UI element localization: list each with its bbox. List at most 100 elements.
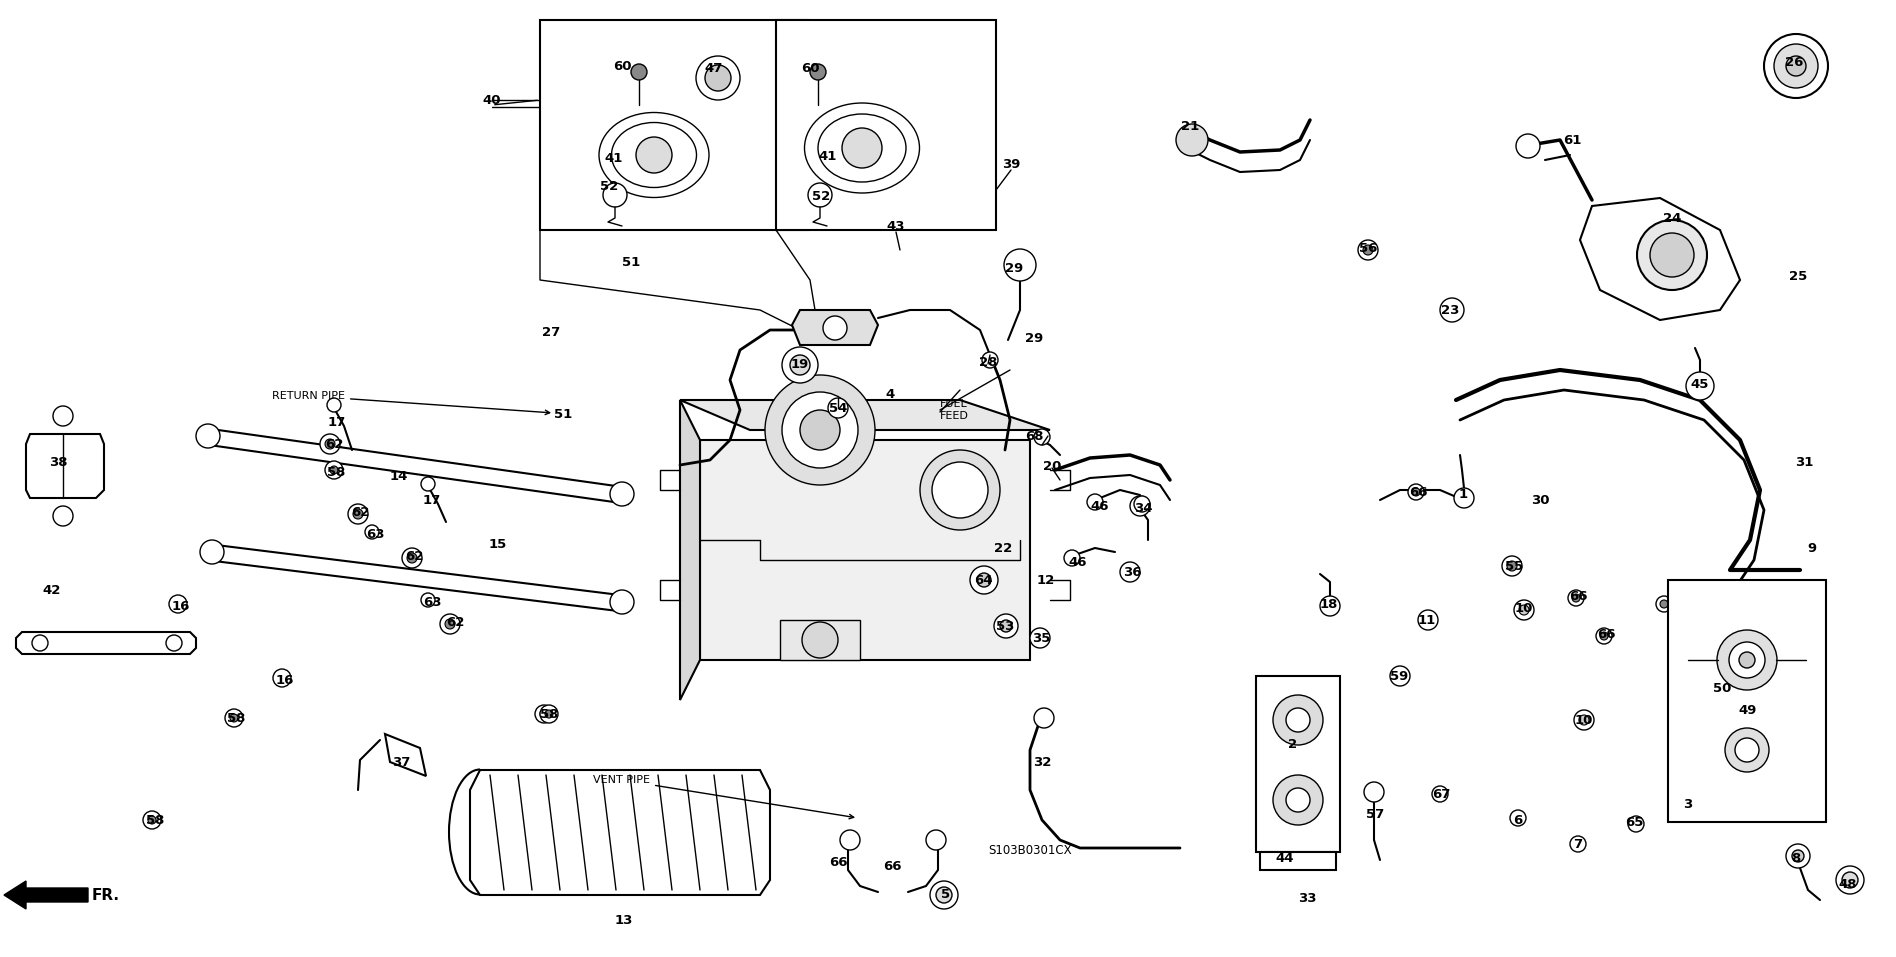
Text: 49: 49 — [1739, 703, 1758, 717]
Polygon shape — [793, 310, 878, 345]
Circle shape — [273, 669, 290, 687]
Circle shape — [937, 887, 952, 903]
Text: 52: 52 — [811, 189, 830, 203]
Circle shape — [982, 352, 997, 368]
Text: 16: 16 — [173, 599, 190, 612]
Polygon shape — [203, 428, 629, 504]
Circle shape — [1409, 484, 1424, 500]
FancyArrow shape — [4, 881, 87, 909]
Text: 39: 39 — [1001, 158, 1020, 170]
Text: 61: 61 — [1562, 133, 1581, 146]
Text: 8: 8 — [1792, 852, 1801, 864]
Text: 7: 7 — [1574, 838, 1583, 852]
Circle shape — [611, 590, 633, 614]
Text: S103B0301CX: S103B0301CX — [988, 843, 1071, 857]
Circle shape — [1786, 844, 1811, 868]
Text: 42: 42 — [44, 584, 61, 596]
Text: 15: 15 — [489, 538, 506, 550]
Text: 43: 43 — [887, 219, 904, 233]
Polygon shape — [27, 434, 104, 498]
Text: 16: 16 — [275, 674, 294, 686]
Text: 17: 17 — [328, 415, 347, 429]
Text: 24: 24 — [1663, 211, 1682, 225]
Text: 66: 66 — [1568, 590, 1587, 603]
Circle shape — [535, 705, 554, 723]
Text: 58: 58 — [540, 707, 557, 721]
Text: 30: 30 — [1530, 494, 1549, 506]
Circle shape — [1030, 628, 1050, 648]
Text: 5: 5 — [942, 888, 950, 901]
Text: 36: 36 — [1122, 566, 1141, 578]
Text: 28: 28 — [978, 355, 997, 368]
Circle shape — [1568, 590, 1583, 606]
Circle shape — [1086, 494, 1103, 510]
Circle shape — [840, 830, 861, 850]
Text: 60: 60 — [800, 61, 819, 75]
Circle shape — [1439, 298, 1464, 322]
Circle shape — [1517, 134, 1540, 158]
Text: 34: 34 — [1134, 501, 1153, 515]
Circle shape — [823, 316, 848, 340]
Circle shape — [611, 482, 633, 506]
Text: 21: 21 — [1181, 120, 1198, 132]
Text: 23: 23 — [1441, 303, 1460, 317]
Circle shape — [402, 548, 423, 568]
Circle shape — [1636, 220, 1706, 290]
Polygon shape — [700, 440, 1030, 660]
Circle shape — [1650, 233, 1693, 277]
Circle shape — [1176, 124, 1208, 156]
Circle shape — [1763, 34, 1828, 98]
Text: 51: 51 — [622, 256, 641, 269]
Text: 6: 6 — [1513, 813, 1522, 827]
Circle shape — [421, 477, 434, 491]
Circle shape — [53, 506, 74, 526]
Bar — [775, 20, 995, 230]
Circle shape — [540, 705, 557, 723]
Polygon shape — [681, 400, 1050, 430]
Circle shape — [421, 593, 434, 607]
Circle shape — [1134, 496, 1151, 512]
Circle shape — [1775, 44, 1818, 88]
Text: 26: 26 — [1784, 56, 1803, 69]
Circle shape — [696, 56, 739, 100]
Circle shape — [808, 183, 832, 207]
Circle shape — [169, 595, 188, 613]
Polygon shape — [779, 620, 861, 660]
Circle shape — [1358, 240, 1378, 260]
Text: 19: 19 — [791, 358, 810, 370]
Text: 57: 57 — [1365, 808, 1384, 820]
Circle shape — [1572, 594, 1579, 602]
Circle shape — [349, 504, 368, 524]
Text: 29: 29 — [1005, 261, 1024, 275]
Text: FUEL
FEED: FUEL FEED — [940, 399, 969, 421]
Circle shape — [1507, 561, 1517, 571]
Text: 58: 58 — [228, 711, 245, 724]
Circle shape — [1718, 630, 1777, 690]
Circle shape — [791, 355, 810, 375]
Text: 9: 9 — [1807, 542, 1816, 554]
Text: 31: 31 — [1796, 456, 1813, 469]
Circle shape — [1519, 605, 1528, 615]
Circle shape — [925, 830, 946, 850]
Circle shape — [1792, 850, 1803, 862]
Bar — [1668, 580, 1826, 822]
Circle shape — [842, 128, 882, 168]
Text: 66: 66 — [1596, 628, 1615, 640]
Circle shape — [1390, 666, 1411, 686]
Circle shape — [32, 635, 47, 651]
Text: 41: 41 — [605, 151, 624, 165]
Text: 58: 58 — [326, 465, 345, 478]
Circle shape — [1678, 792, 1703, 816]
Circle shape — [631, 64, 647, 80]
Text: 54: 54 — [829, 402, 848, 414]
Circle shape — [229, 714, 239, 722]
Text: 58: 58 — [146, 813, 165, 827]
Text: 38: 38 — [49, 456, 66, 469]
Circle shape — [1600, 632, 1608, 640]
Polygon shape — [207, 544, 628, 612]
Ellipse shape — [599, 113, 709, 197]
Circle shape — [764, 375, 874, 485]
Text: 33: 33 — [1297, 892, 1316, 904]
Circle shape — [366, 525, 379, 539]
Circle shape — [167, 635, 182, 651]
